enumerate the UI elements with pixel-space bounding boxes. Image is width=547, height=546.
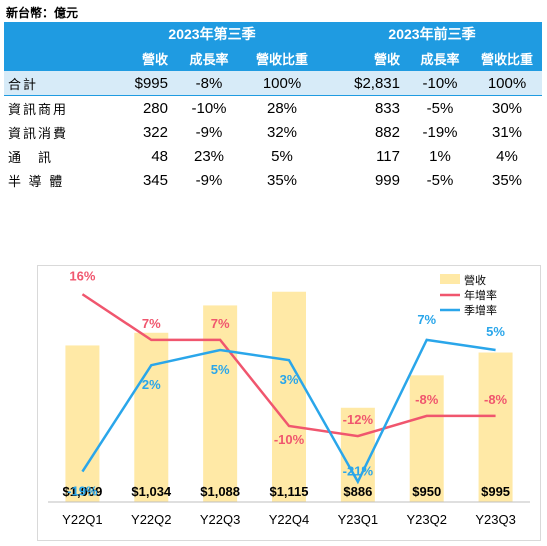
table-row: 通 訊 48 23% 5% 117 1% 4%	[4, 144, 542, 168]
unit-label: 新台幣：億元	[6, 6, 79, 20]
bar-revenue	[409, 375, 444, 502]
col-header-q-rev: 營收	[102, 46, 176, 71]
cell-q-share: 32%	[266, 123, 298, 141]
bar-value-label: $1,009	[63, 484, 103, 499]
x-tick-label: Y22Q4	[269, 512, 309, 527]
table-row: 資訊商用 280 -10% 28% 833 -5% 30%	[4, 96, 542, 121]
cell-ytd-rev: 999	[374, 171, 400, 189]
cell-q-share: 100%	[242, 70, 322, 96]
group-header-q3: 2023年第三季	[102, 22, 322, 46]
legend-swatch-revenue	[440, 274, 460, 284]
cell-q-rev: 345	[142, 171, 168, 189]
yoy-data-label: -10%	[274, 432, 305, 447]
x-tick-label: Y22Q3	[200, 512, 240, 527]
qoq-data-label: 3%	[280, 372, 299, 387]
cell-ytd-rev: 882	[374, 123, 400, 141]
bar-value-label: $1,088	[200, 484, 240, 499]
row-label: 通 訊	[8, 149, 54, 165]
col-header-q-growth: 成長率	[176, 46, 242, 71]
legend-label-revenue: 營收	[464, 273, 486, 287]
group-header-ytd: 2023年前三季	[322, 22, 542, 46]
legend-label-yoy: 年增率	[464, 288, 497, 302]
cell-ytd-rev: 117	[376, 147, 400, 165]
cell-ytd-rev: $2,831	[322, 70, 408, 96]
col-header-q-share: 營收比重	[242, 46, 322, 71]
cell-q-share: 28%	[266, 99, 298, 117]
cell-q-growth: -9%	[195, 171, 223, 189]
bar-value-label: $1,115	[269, 484, 308, 499]
cell-ytd-growth: -5%	[426, 99, 454, 117]
cell-ytd-growth: -10%	[408, 70, 472, 96]
qoq-data-label: -21%	[343, 464, 374, 479]
qoq-data-label: 5%	[486, 324, 505, 339]
yoy-data-label: 16%	[69, 268, 95, 283]
cell-q-growth: -8%	[176, 70, 242, 96]
qoq-data-label: 5%	[211, 362, 230, 377]
bar-revenue	[134, 332, 169, 502]
yoy-data-label: -8%	[415, 392, 439, 407]
x-tick-label: Y23Q1	[338, 512, 378, 527]
row-label: 合計	[4, 70, 102, 96]
bar-value-label: $1,034	[131, 484, 172, 499]
table-row: 資訊消費 322 -9% 32% 882 -19% 31%	[4, 120, 542, 144]
chart-svg: Y22Q1 Y22Q2 Y22Q3 Y22Q4 Y23Q1 Y23Q2 Y23Q3 $1,00…	[48, 268, 530, 527]
x-tick-label: Y23Q3	[475, 512, 515, 527]
row-label: 資訊消費	[8, 125, 69, 141]
legend-label-qoq: 季增率	[464, 303, 497, 317]
bar-revenue	[65, 345, 100, 502]
x-tick-label: Y23Q2	[406, 512, 446, 527]
bar-value-label: $950	[412, 484, 441, 499]
col-header-ytd-share: 營收比重	[472, 46, 542, 71]
bar-revenue	[340, 407, 375, 502]
row-label: 半 導 體	[8, 173, 65, 189]
x-tick-label: Y22Q1	[62, 512, 102, 527]
table-row: 半 導 體 345 -9% 35% 999 -5% 35%	[4, 168, 542, 192]
yoy-data-label: -8%	[484, 392, 508, 407]
qoq-data-label: 7%	[417, 312, 436, 327]
revenue-growth-chart: Y22Q1 Y22Q2 Y22Q3 Y22Q4 Y23Q1 Y23Q2 Y23Q3 $1,00…	[37, 265, 541, 541]
qoq-data-label: 2%	[142, 377, 161, 392]
header-corner-2	[4, 46, 102, 71]
header-corner	[4, 22, 102, 46]
cell-ytd-growth: 1%	[429, 147, 451, 165]
cell-ytd-share: 30%	[491, 99, 523, 117]
cell-q-growth: -10%	[191, 99, 227, 117]
cell-q-share: 5%	[271, 147, 293, 165]
cell-q-rev: $995	[102, 70, 176, 96]
cell-q-rev: 48	[151, 147, 168, 165]
qoq-data-label: -19%	[67, 484, 98, 499]
cell-ytd-share: 31%	[491, 123, 523, 141]
cell-ytd-share: 100%	[472, 70, 542, 96]
x-tick-label: Y22Q2	[131, 512, 171, 527]
line-qoq	[81, 338, 496, 485]
yoy-data-label: 7%	[142, 316, 161, 331]
cell-ytd-share: 4%	[496, 147, 518, 165]
line-yoy	[81, 293, 496, 438]
bar-value-label: $886	[343, 484, 372, 499]
bar-value-label: $995	[481, 484, 510, 499]
row-label: 資訊商用	[8, 101, 69, 117]
table-row: 合計 $995 -8% 100% $2,831 -10% 100%	[4, 70, 542, 96]
cell-q-rev: 280	[142, 99, 168, 117]
cell-ytd-growth: -19%	[422, 123, 458, 141]
bar-revenue	[272, 291, 306, 502]
cell-ytd-share: 35%	[491, 171, 523, 189]
cell-q-rev: 322	[142, 123, 168, 141]
col-header-ytd-growth: 成長率	[408, 46, 472, 71]
cell-q-growth: 23%	[193, 147, 225, 165]
col-header-ytd-rev: 營收	[322, 46, 408, 71]
cell-q-share: 35%	[266, 171, 298, 189]
cell-ytd-growth: -5%	[426, 171, 454, 189]
bar-revenue	[478, 352, 513, 502]
yoy-data-label: 7%	[211, 316, 230, 331]
cell-ytd-rev: 833	[374, 99, 400, 117]
revenue-table: 2023年第三季 2023年前三季 營收 成長率 營收比重 營收 成長率 營收比…	[4, 22, 542, 192]
cell-q-growth: -9%	[195, 123, 223, 141]
bar-revenue	[203, 305, 238, 502]
yoy-data-label: -12%	[343, 412, 374, 427]
